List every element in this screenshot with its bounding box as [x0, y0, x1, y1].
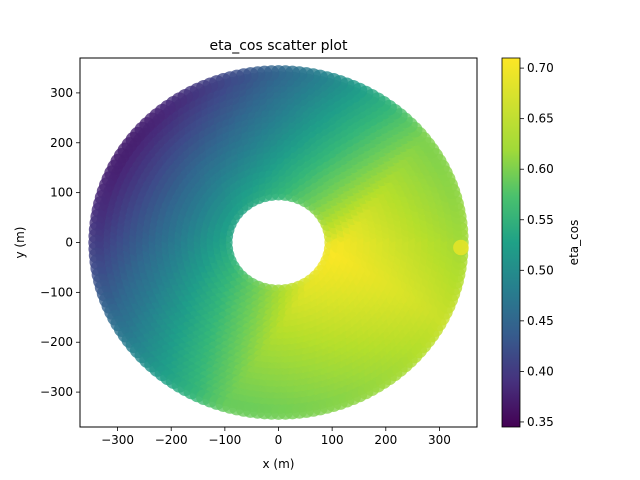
y-tick-label: 100: [50, 186, 73, 200]
x-tick-label: 200: [374, 433, 397, 447]
y-tick-label: −200: [40, 335, 73, 349]
y-axis: −300 −200 −100 0 100 200 300: [40, 86, 80, 399]
y-tick-label: 0: [65, 236, 73, 250]
colorbar-tick-label: 0.35: [527, 415, 554, 429]
y-tick-label: 300: [50, 86, 73, 100]
x-axis-label: x (m): [263, 457, 295, 471]
colorbar-tick-label: 0.60: [527, 162, 554, 176]
colorbar-tick-label: 0.70: [527, 61, 554, 75]
x-tick-label: 300: [428, 433, 451, 447]
y-tick-label: −100: [40, 285, 73, 299]
x-tick-label: 100: [321, 433, 344, 447]
y-axis-label: y (m): [13, 227, 27, 259]
colorbar-tick-label: 0.40: [527, 364, 554, 378]
x-tick-label: −100: [208, 433, 241, 447]
colorbar-tick-label: 0.65: [527, 112, 554, 126]
y-tick-label: −300: [40, 385, 73, 399]
x-tick-label: 0: [275, 433, 283, 447]
x-axis: −300 −200 −100 0 100 200 300: [101, 427, 451, 447]
colorbar-tick-label: 0.55: [527, 213, 554, 227]
x-tick-label: −300: [101, 433, 134, 447]
scatter-points: [88, 65, 469, 420]
colorbar-tick-label: 0.50: [527, 263, 554, 277]
chart-title: eta_cos scatter plot: [210, 38, 348, 54]
colorbar-axis: 0.35 0.40 0.45 0.50 0.55 0.60 0.65 0.70: [520, 61, 554, 429]
x-tick-label: −200: [155, 433, 188, 447]
colorbar-label: eta_cos: [567, 220, 581, 266]
scatter-point: [453, 239, 469, 256]
colorbar: [501, 57, 521, 428]
colorbar-tick-label: 0.45: [527, 314, 554, 328]
y-tick-label: 200: [50, 136, 73, 150]
